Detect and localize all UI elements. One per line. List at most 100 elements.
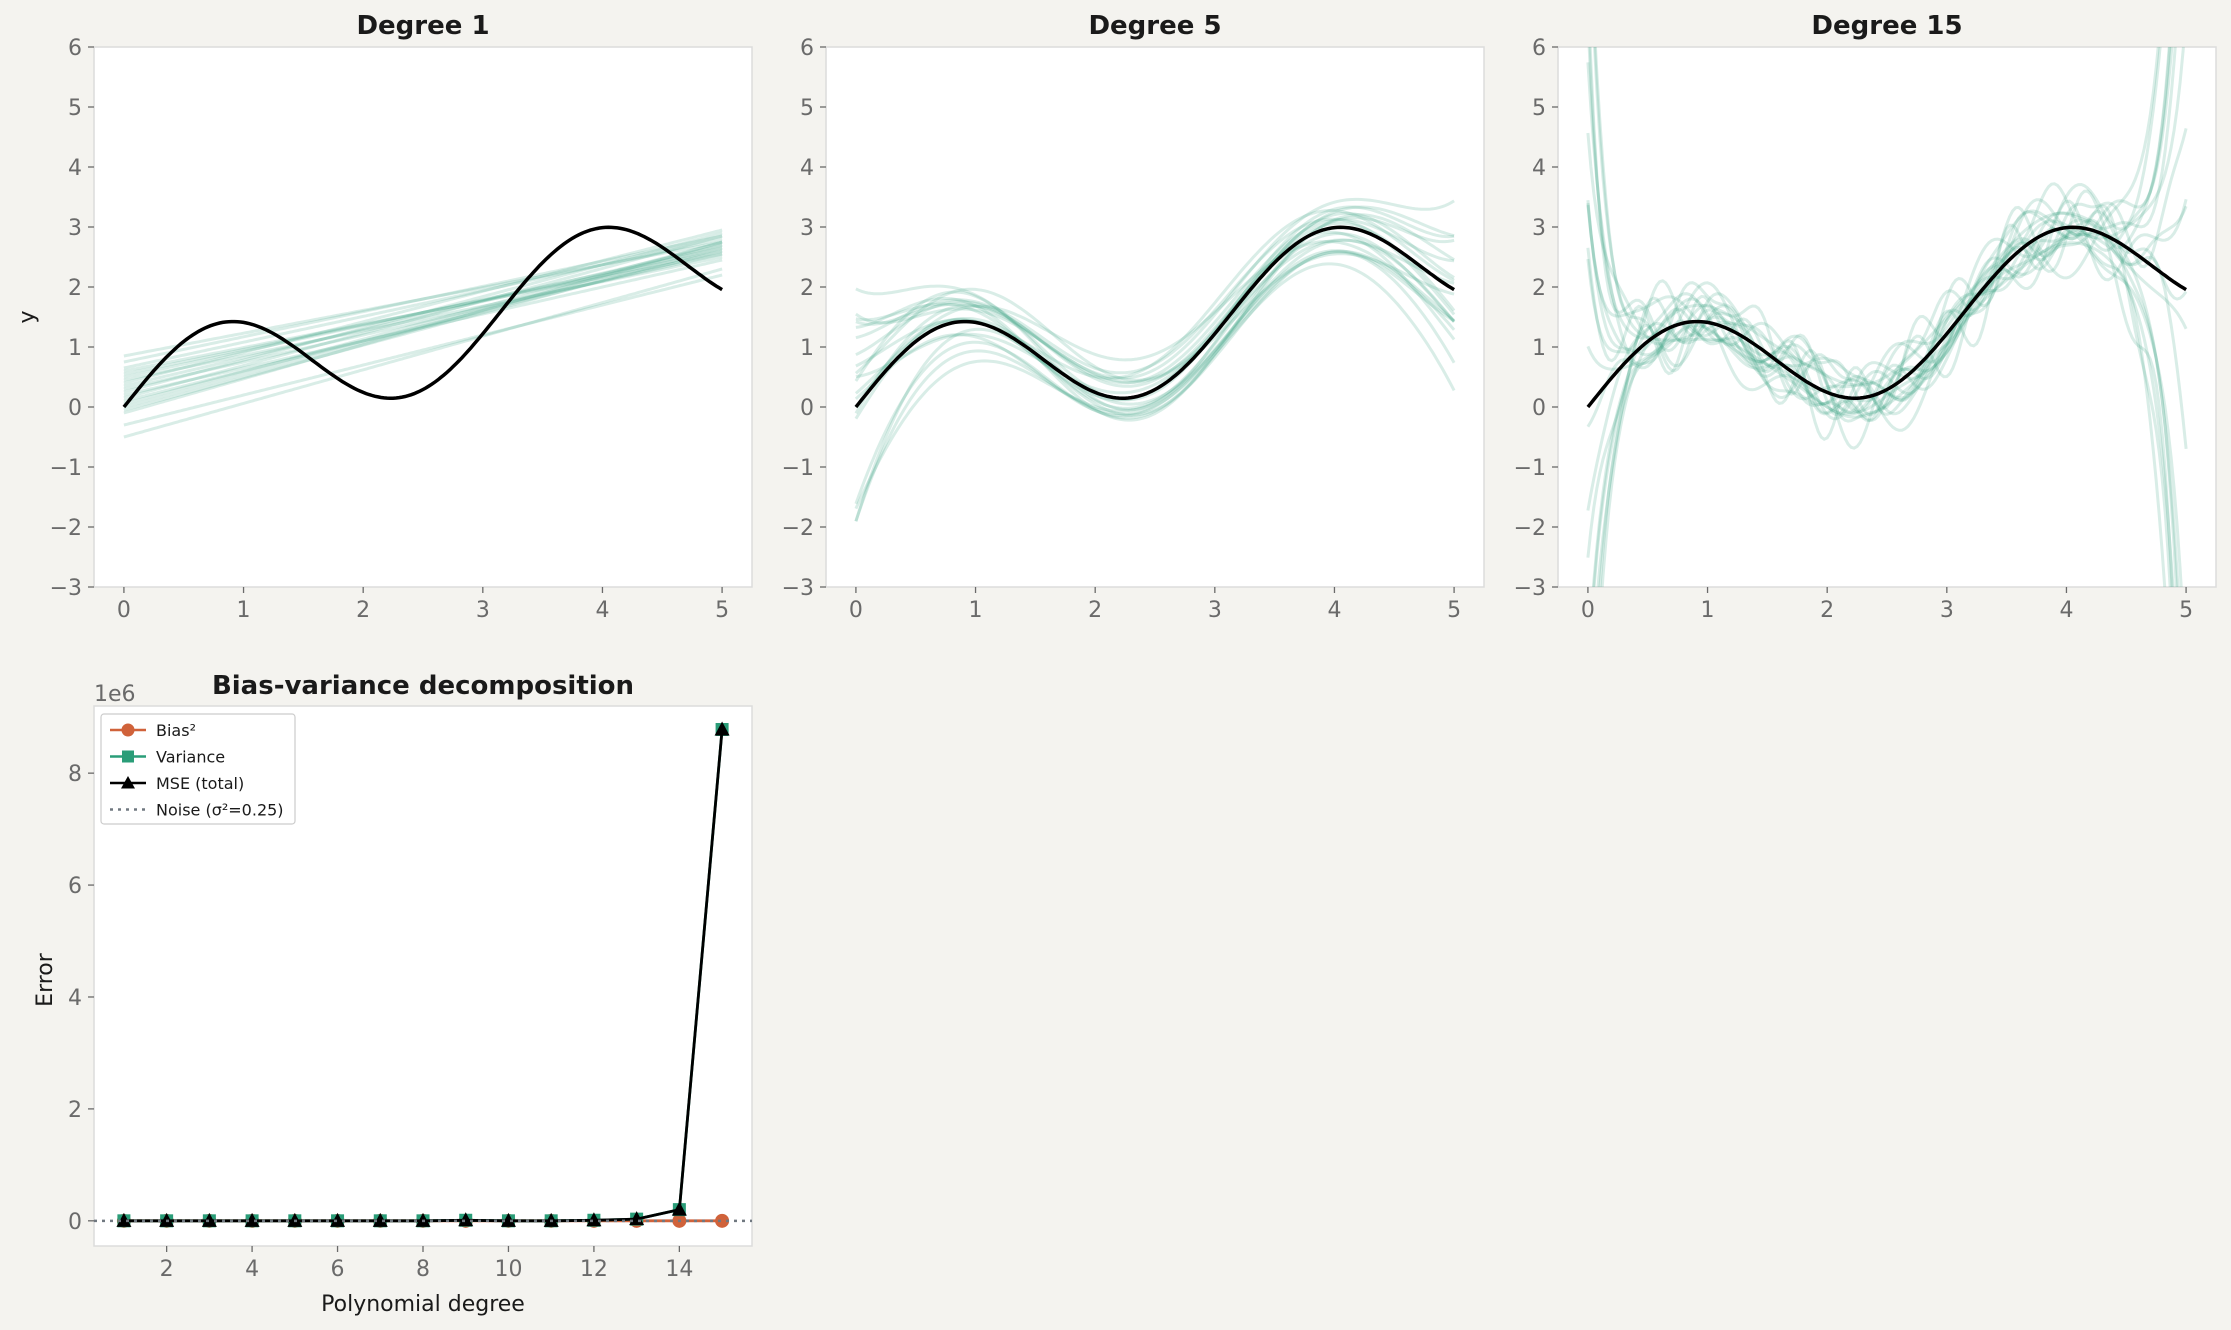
tick-labels: 0 1 2 3 4 5 −3 −2 −1 0 1 2 3 4 5 6: [782, 36, 1462, 623]
fit-curve: [854, 249, 1456, 510]
series-point: [458, 1212, 474, 1227]
x-tick-label: 3: [476, 598, 490, 623]
fit-curve: [1586, 233, 2188, 416]
y-tick-label: 2: [800, 276, 814, 301]
series-point: [715, 1213, 730, 1228]
y-tick-label: 5: [1532, 96, 1546, 121]
panel-degree-1: Degree 1 y 0 1 2 3 4 5 −3 −2 −1 0 1 2 3 4 5 6: [15, 11, 753, 623]
fit-curve: [1586, 47, 2172, 416]
fit-curve: [123, 240, 723, 415]
x-tick-label: 5: [715, 598, 729, 623]
y-tick-label: 0: [68, 396, 82, 421]
fit-curve: [1586, 47, 2177, 416]
series-point: [330, 1212, 346, 1227]
x-tick-label: 14: [665, 1257, 693, 1282]
fit-curve: [1588, 47, 2188, 450]
series-point: [372, 1212, 388, 1227]
fit-curve: [855, 221, 1456, 388]
fit-curve: [1586, 231, 2167, 587]
fit-curve: [855, 205, 1455, 402]
fit-curve: [855, 216, 1455, 422]
x-tick-label: 3: [1208, 598, 1222, 623]
y-tick-label: 2: [1532, 276, 1546, 301]
chart-title: Bias-variance decomposition: [212, 671, 634, 701]
fit-curve: [123, 249, 723, 403]
x-tick-label: 1: [237, 598, 251, 623]
fit-curve: [123, 240, 723, 406]
plot-series: [94, 721, 752, 1228]
legend-box: [100, 713, 296, 825]
series-point: [714, 721, 730, 736]
fit-curve: [855, 209, 1455, 380]
x-axis-label: Polynomial degree: [321, 1292, 525, 1317]
x-tick-label: 0: [117, 598, 131, 623]
x-tick-label: 2: [160, 1257, 174, 1282]
y-axis-label: Error: [33, 952, 58, 1007]
fit-curve: [1591, 205, 2188, 587]
chart-title: Degree 1: [356, 11, 489, 41]
x-tick-label: 0: [1581, 598, 1595, 623]
fit-curve: [1586, 198, 2178, 587]
fit-curve: [123, 243, 723, 388]
true-function-curve: [1586, 225, 2188, 409]
y-tick-label: 4: [68, 156, 82, 181]
fit-curve: [123, 267, 723, 439]
legend-label: Variance: [156, 748, 225, 767]
chart-title: Degree 15: [1811, 11, 1962, 41]
fit-curve: [123, 255, 723, 382]
y-tick-label: 2: [68, 1098, 82, 1123]
y-tick-label: 0: [68, 1210, 82, 1235]
true-function-curve: [854, 225, 1456, 409]
fit-curve: [855, 232, 1456, 410]
x-tick-label: 8: [416, 1257, 430, 1282]
x-tick-label: 1: [1701, 598, 1715, 623]
x-tick-label: 4: [1327, 598, 1341, 623]
legend-marker: [122, 750, 134, 763]
legend: Bias² Variance MSE (total) Noise (σ²=0.25): [100, 713, 296, 825]
legend-label: MSE (total): [156, 774, 244, 793]
fit-curve: [123, 237, 723, 370]
y-tick-label: 1: [800, 336, 814, 361]
y-tick-label: 3: [68, 216, 82, 241]
legend-label: Noise (σ²=0.25): [156, 801, 284, 820]
plot-area: [93, 46, 753, 588]
y-tick-label: 6: [68, 874, 82, 899]
plot-curves: [122, 225, 724, 439]
x-tick-label: 5: [2179, 598, 2193, 623]
y-tick-label: −2: [50, 516, 82, 541]
series-point: [500, 1212, 516, 1227]
x-tick-label: 4: [245, 1257, 259, 1282]
fit-curve: [854, 218, 1455, 415]
y-tick-label: 6: [800, 36, 814, 61]
fit-curve: [854, 250, 1456, 505]
fit-curve: [123, 246, 723, 379]
x-tick-label: 1: [969, 598, 983, 623]
y-tick-label: 3: [800, 216, 814, 241]
fit-curve: [855, 217, 1456, 375]
y-tick-label: 8: [68, 762, 82, 787]
fit-curve: [854, 211, 1455, 412]
fit-curve: [123, 240, 723, 358]
y-tick-label: 6: [1532, 36, 1546, 61]
panel-degree-15: Degree 15 0 1 2 3 4 5 −3 −2 −1 0 1 2 3 4 5 6: [1514, 11, 2217, 623]
x-tick-label: 2: [1088, 598, 1102, 623]
x-tick-label: 3: [1940, 598, 1954, 623]
series-point: [201, 1212, 217, 1227]
y-tick-label: 2: [68, 276, 82, 301]
fit-curve: [123, 252, 723, 373]
fit-curve: [1586, 218, 2174, 587]
y-tick-label: −3: [782, 576, 814, 601]
x-tick-label: 12: [580, 1257, 608, 1282]
fit-curve: [854, 249, 1455, 418]
fit-curve: [1586, 47, 2162, 414]
fit-curve: [123, 231, 723, 394]
panel-degree-5: Degree 5 0 1 2 3 4 5 −3 −2 −1 0 1 2 3 4 5 6: [782, 11, 1485, 623]
fit-curve: [854, 238, 1456, 406]
y-tick-label: −1: [1514, 456, 1546, 481]
chart-title: Degree 5: [1088, 11, 1221, 41]
fit-curve: [1586, 128, 2188, 411]
fit-curve: [854, 213, 1455, 522]
y-tick-label: −2: [1514, 516, 1546, 541]
x-tick-label: 0: [849, 598, 863, 623]
